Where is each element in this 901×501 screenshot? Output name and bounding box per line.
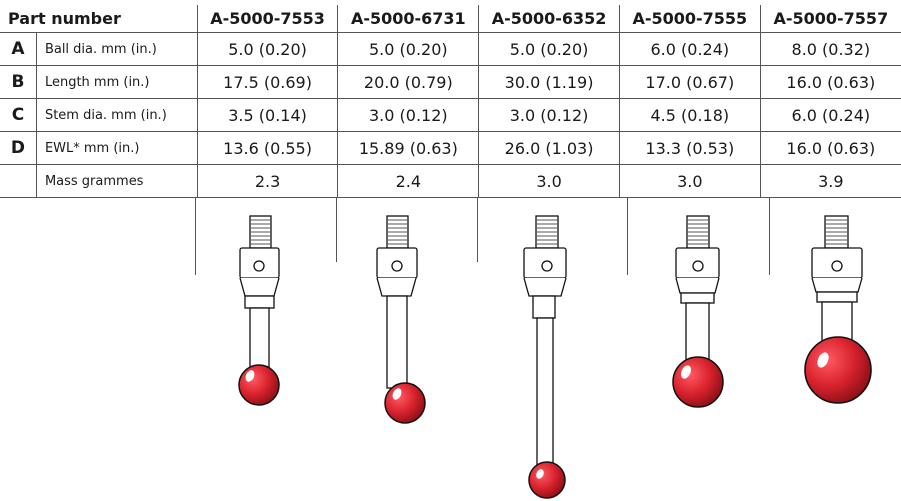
table-cell: 13.6 (0.55) [197,131,339,165]
table-cell: 4.5 (0.18) [619,98,761,132]
table-cell: 5.0 (0.20) [478,32,620,66]
table-cell: 15.89 (0.63) [337,131,480,165]
table-cell: 16.0 (0.63) [760,65,901,99]
stylus-image-4 [672,215,724,408]
table-cell: 17.0 (0.67) [619,65,761,99]
header-row: Part number A-5000-7553 A-5000-6731 A-50… [0,5,901,33]
row-letter: D [0,131,37,165]
table-cell: 3.5 (0.14) [197,98,339,132]
column-divider-lines [195,198,770,275]
row-letter: B [0,65,37,99]
table-row-ewl: D EWL* mm (in.) 13.6 (0.55) 15.89 (0.63)… [0,131,901,165]
part-number-col-3: A-5000-6352 [478,5,620,33]
row-letter: C [0,98,37,132]
table-cell: 3.0 [619,164,761,198]
row-label: Ball dia. mm (in.) [36,32,198,66]
stylus-image-3 [523,215,567,499]
table-row-ball-dia: A Ball dia. mm (in.) 5.0 (0.20) 5.0 (0.2… [0,32,901,66]
table-cell: 3.0 (0.12) [337,98,480,132]
table-cell: 3.9 [760,164,901,198]
table-row-mass: Mass grammes 2.3 2.4 3.0 3.0 3.9 [0,164,901,198]
part-number-label: Part number [0,5,198,33]
part-number-col-2: A-5000-6731 [337,5,479,33]
table-cell: 17.5 (0.69) [197,65,339,99]
row-letter: A [0,32,37,66]
stylus-image-2 [376,215,426,424]
stylus-image-5 [804,215,872,404]
table-cell: 20.0 (0.79) [337,65,480,99]
row-label: Length mm (in.) [36,65,198,99]
stylus-image-1 [238,215,280,406]
table-cell: 16.0 (0.63) [760,131,901,165]
table-cell: 13.3 (0.53) [619,131,761,165]
specification-table: Part number A-5000-7553 A-5000-6731 A-50… [0,5,901,198]
row-label: Stem dia. mm (in.) [36,98,198,132]
table-cell: 5.0 (0.20) [197,32,339,66]
part-number-col-5: A-5000-7557 [759,5,901,33]
table-row-length: B Length mm (in.) 17.5 (0.69) 20.0 (0.79… [0,65,901,99]
table-row-stem-dia: C Stem dia. mm (in.) 3.5 (0.14) 3.0 (0.1… [0,98,901,132]
table-cell: 6.0 (0.24) [760,98,901,132]
table-cell: 3.0 (0.12) [478,98,620,132]
table-cell: 6.0 (0.24) [619,32,761,66]
table-cell: 30.0 (1.19) [478,65,620,99]
table-cell: 8.0 (0.32) [760,32,901,66]
table-cell: 5.0 (0.20) [337,32,480,66]
part-number-col-4: A-5000-7555 [618,5,761,33]
table-cell: 26.0 (1.03) [478,131,620,165]
row-label: EWL* mm (in.) [36,131,198,165]
